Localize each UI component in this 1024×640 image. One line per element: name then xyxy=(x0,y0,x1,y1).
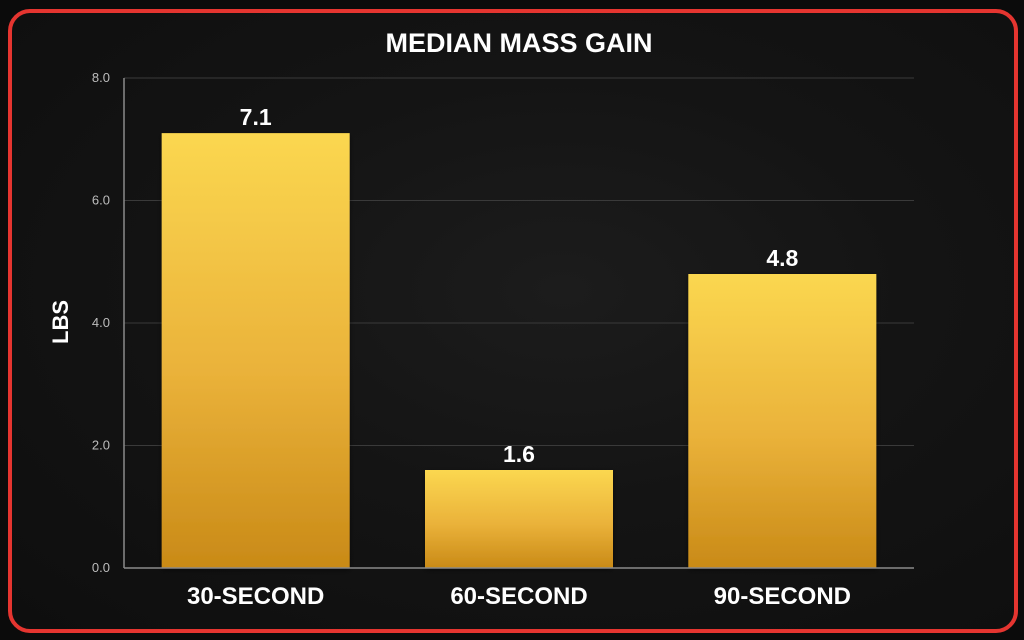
y-tick-label: 8.0 xyxy=(92,70,110,85)
bar-90-second xyxy=(688,274,877,568)
value-label: 4.8 xyxy=(766,245,798,271)
y-tick-label: 2.0 xyxy=(92,438,110,453)
y-axis-ticks: 0.0 2.0 4.0 6.0 8.0 xyxy=(92,70,110,575)
bar-30-second xyxy=(161,133,350,568)
value-label: 7.1 xyxy=(240,104,272,130)
x-category-label: 90-SECOND xyxy=(714,583,851,610)
y-tick-label: 6.0 xyxy=(92,193,110,208)
bar-60-second xyxy=(425,470,613,568)
bars xyxy=(161,133,877,568)
chart-title: MEDIAN MASS GAIN xyxy=(385,28,652,58)
value-labels: 7.1 1.6 4.8 xyxy=(240,104,799,467)
y-tick-label: 4.0 xyxy=(92,315,110,330)
value-label: 1.6 xyxy=(503,441,535,467)
x-category-label: 30-SECOND xyxy=(187,583,324,610)
x-axis-categories: 30-SECOND 60-SECOND 90-SECOND xyxy=(187,583,851,610)
y-axis-label: LBS xyxy=(48,300,73,344)
y-tick-label: 0.0 xyxy=(92,560,110,575)
x-category-label: 60-SECOND xyxy=(450,583,587,610)
